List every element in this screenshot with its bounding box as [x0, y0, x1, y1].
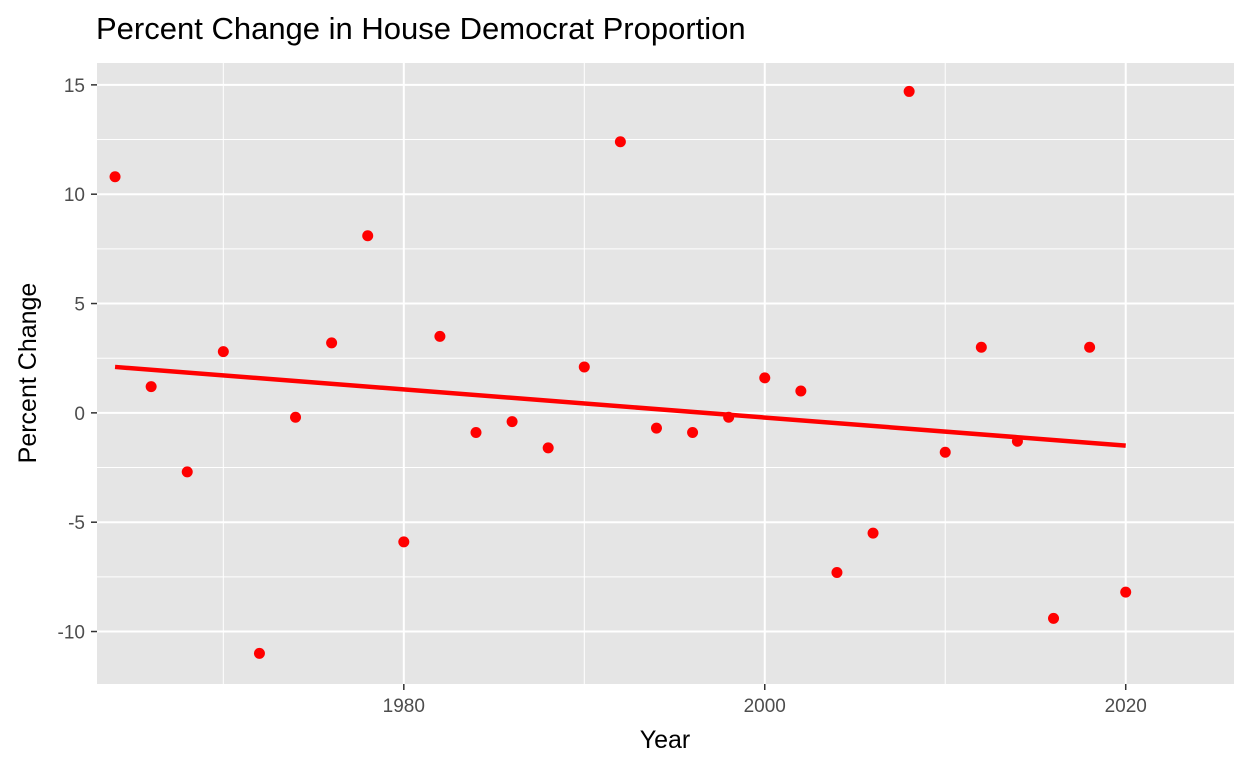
- data-point: [1048, 612, 1060, 624]
- data-point: [470, 427, 482, 439]
- x-tick-label: 2020: [1105, 696, 1147, 717]
- data-point: [109, 171, 121, 183]
- chart-title: Percent Change in House Democrat Proport…: [96, 11, 746, 46]
- trend-line: [114, 364, 1126, 448]
- plot-panel: [97, 63, 1234, 684]
- y-tick-label: 10: [64, 185, 85, 206]
- y-tick-label: -5: [68, 513, 85, 534]
- y-tick-label: -10: [58, 623, 85, 644]
- data-point: [290, 411, 302, 423]
- y-tick-label: 5: [74, 295, 85, 316]
- data-point: [145, 381, 157, 393]
- data-point: [795, 385, 807, 397]
- data-point: [723, 411, 735, 423]
- y-axis: -10 -5 0 5 10 15: [58, 76, 97, 644]
- y-tick-label: 15: [64, 76, 85, 97]
- data-point: [181, 466, 193, 478]
- data-point: [542, 442, 554, 454]
- major-grid: [97, 63, 1234, 684]
- data-point: [614, 136, 626, 148]
- data-point: [253, 647, 265, 659]
- data-point: [326, 337, 338, 349]
- data-point: [650, 422, 662, 434]
- data-point: [1120, 586, 1132, 598]
- points-layer: [109, 85, 1132, 659]
- data-point: [1011, 435, 1023, 447]
- data-point: [867, 527, 879, 539]
- y-tick-label: 0: [74, 404, 85, 425]
- data-point: [939, 446, 951, 458]
- minor-grid: [97, 63, 1234, 684]
- data-point: [687, 427, 699, 439]
- x-axis: 1980 2000 2020: [383, 684, 1147, 717]
- x-tick-label: 1980: [383, 696, 425, 717]
- data-point: [398, 536, 410, 548]
- data-point: [217, 346, 229, 358]
- data-point: [759, 372, 771, 384]
- data-point: [903, 85, 915, 97]
- data-point: [506, 416, 518, 428]
- data-point: [362, 230, 374, 242]
- data-point: [578, 361, 590, 373]
- x-tick-label: 2000: [744, 696, 786, 717]
- y-axis-title: Percent Change: [14, 283, 42, 464]
- data-point: [434, 330, 446, 342]
- trend-layer: [114, 364, 1126, 448]
- data-point: [1084, 341, 1096, 353]
- x-axis-title: Year: [640, 726, 691, 754]
- data-point: [831, 566, 843, 578]
- data-point: [975, 341, 987, 353]
